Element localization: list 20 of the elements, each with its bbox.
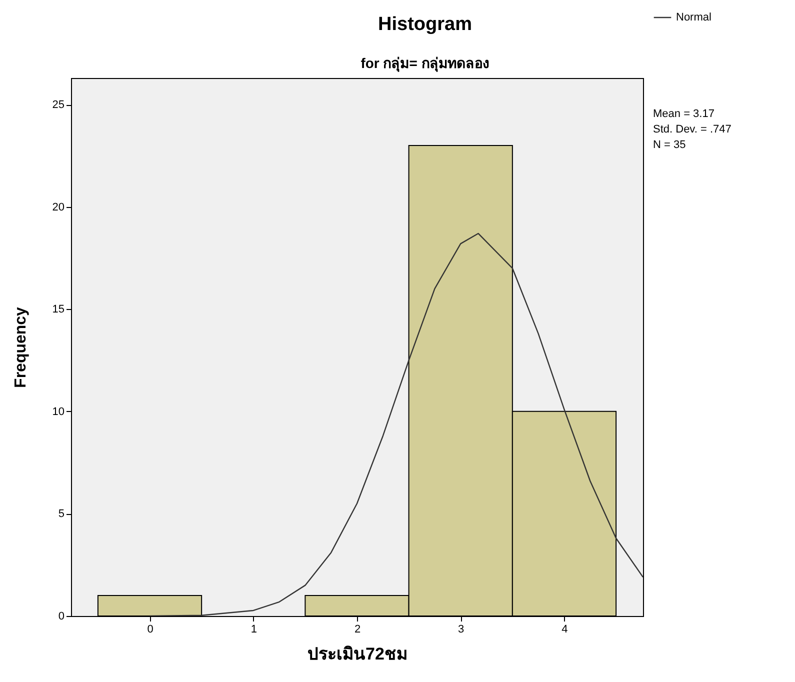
x-tick-label: 2 — [354, 624, 361, 636]
x-axis-title: ประเมิน72ชม — [308, 644, 408, 664]
x-tick-label: 3 — [458, 624, 464, 636]
chart-subtitle: for กลุ่ม= กลุ่มทดลอง — [360, 55, 490, 72]
y-axis-title: Frequency — [12, 306, 30, 388]
y-tick-label: 10 — [52, 406, 64, 418]
legend-label: Normal — [676, 12, 712, 24]
text: N = 35 — [653, 139, 686, 151]
chart-title: Histogram — [378, 14, 472, 35]
y-tick-label: 5 — [58, 508, 64, 520]
y-tick-label: 15 — [52, 304, 64, 316]
x-tick-label: 0 — [147, 624, 154, 636]
text: Mean = 3.17 — [653, 108, 714, 120]
y-tick-label: 20 — [52, 201, 64, 214]
x-tick-label: 1 — [250, 624, 257, 636]
text: Std. Dev. = .747 — [653, 124, 732, 136]
line-series — [149, 232, 643, 616]
y-tick-label: 0 — [58, 610, 64, 622]
y-tick-label: 25 — [52, 99, 64, 112]
x-tick-label: 4 — [562, 624, 568, 636]
